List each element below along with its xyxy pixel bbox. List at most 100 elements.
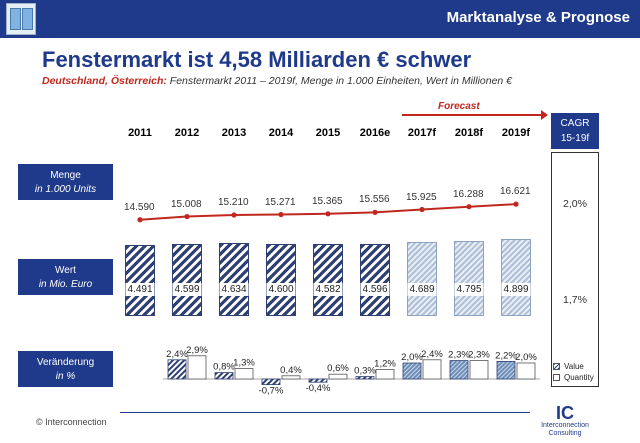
change-value-bar	[355, 376, 375, 380]
change-data-label: 2,0%	[515, 352, 537, 363]
change-data-label: 0,8%	[213, 362, 235, 373]
subtitle-region: Deutschland, Österreich:	[42, 75, 167, 87]
wert-data-label: 4.795	[454, 282, 484, 296]
row-label-change: Veränderung in %	[18, 351, 113, 387]
change-data-label: 2,4%	[421, 349, 443, 360]
cagr-header-line2: 15-19f	[560, 133, 590, 144]
wert-bar: 4.596	[360, 243, 390, 316]
change-data-label: 2,4%	[166, 349, 188, 360]
subtitle-text: Fenstermarkt 2011 – 2019f, Menge in 1.00…	[166, 75, 513, 87]
legend-value: Value	[553, 361, 594, 372]
forecast-arrow	[402, 110, 548, 120]
year-label: 2018f	[454, 127, 484, 139]
legend: Value Quantity	[553, 361, 594, 383]
legend-value-swatch	[553, 363, 560, 370]
menge-point	[513, 201, 519, 207]
change-data-label: -0,7%	[259, 386, 284, 397]
menge-point	[325, 211, 331, 217]
wert-data-label: 4.599	[172, 282, 202, 296]
menge-data-label: 14.590	[124, 201, 155, 213]
year-label: 2015	[315, 127, 341, 139]
wert-bar: 4.491	[125, 245, 155, 316]
change-quantity-bar	[234, 368, 254, 380]
change-value-bar	[308, 378, 328, 383]
year-label: 2016e	[359, 127, 391, 139]
menge-point	[231, 212, 237, 218]
menge-data-label: 15.365	[312, 195, 343, 207]
change-value-bar	[167, 359, 187, 380]
row-label-wert-title: Wert	[55, 265, 76, 276]
year-label: 2012	[174, 127, 200, 139]
menge-point	[466, 204, 472, 210]
change-data-label: 2,3%	[468, 350, 490, 361]
ic-logo-mark: IC	[556, 403, 574, 423]
wert-bar: 4.599	[172, 243, 202, 316]
wert-data-label: 4.596	[360, 282, 390, 296]
change-quantity-bar	[516, 362, 536, 380]
cagr-header: CAGR 15-19f	[551, 113, 599, 149]
page-subtitle: Deutschland, Österreich: Fenstermarkt 20…	[42, 75, 512, 87]
change-quantity-bar	[328, 373, 348, 380]
row-label-wert: Wert in Mio. Euro	[18, 259, 113, 295]
ic-logo-line1: Interconnection	[541, 422, 589, 429]
menge-data-label: 15.925	[406, 191, 437, 203]
change-quantity-bar	[187, 355, 207, 380]
change-data-label: 0,3%	[354, 366, 376, 377]
change-data-label: 1,3%	[233, 358, 255, 369]
change-quantity-bar	[375, 368, 395, 380]
ic-logo-line2: Consulting	[548, 430, 582, 437]
header-bar: Marktanalyse & Prognose	[0, 0, 640, 38]
menge-point	[184, 213, 190, 220]
change-value-bar	[496, 360, 516, 380]
menge-data-label: 15.008	[171, 198, 202, 210]
page-title: Fenstermarkt ist 4,58 Milliarden € schwe…	[42, 47, 472, 72]
change-data-label: 2,3%	[448, 350, 470, 361]
menge-point	[372, 209, 378, 215]
cagr-menge: 2,0%	[563, 198, 587, 210]
menge-data-label: 15.556	[359, 194, 390, 206]
wert-bar: 4.899	[501, 238, 531, 316]
row-label-change-title: Veränderung	[36, 357, 95, 368]
wert-data-label: 4.899	[501, 282, 531, 296]
legend-value-label: Value	[564, 362, 584, 371]
footer-divider	[120, 412, 530, 413]
menge-data-label: 15.271	[265, 196, 296, 208]
change-quantity-bar	[281, 375, 301, 380]
forecast-label: Forecast	[438, 101, 480, 112]
window-logo-icon	[6, 3, 36, 35]
change-data-label: -0,4%	[306, 383, 331, 394]
change-data-label: 0,6%	[327, 363, 349, 374]
menge-point	[419, 206, 425, 213]
cagr-column	[551, 152, 599, 387]
menge-data-label: 16.621	[500, 186, 531, 198]
menge-point	[278, 211, 284, 218]
legend-quantity: Quantity	[553, 372, 594, 383]
menge-data-label: 15.210	[218, 197, 249, 208]
change-data-label: 2,9%	[186, 345, 208, 356]
change-quantity-bar	[469, 360, 489, 380]
row-label-change-unit: in %	[55, 371, 76, 382]
wert-data-label: 4.491	[125, 282, 155, 296]
year-label: 2017f	[407, 127, 437, 139]
change-quantity-bar	[422, 359, 442, 380]
year-label: 2013	[221, 127, 247, 139]
change-value-bar	[261, 378, 281, 385]
wert-bar: 4.600	[266, 243, 296, 316]
wert-data-label: 4.600	[266, 282, 296, 296]
row-label-menge: Menge in 1.000 Units	[18, 164, 113, 200]
change-data-label: 1,2%	[374, 358, 396, 369]
year-label: 2011	[128, 127, 152, 139]
legend-quantity-label: Quantity	[564, 373, 594, 382]
menge-point	[137, 217, 143, 223]
wert-data-label: 4.582	[313, 282, 343, 296]
wert-bar: 4.582	[313, 243, 343, 316]
change-value-bar	[449, 360, 469, 380]
ic-logo: IC Interconnection Consulting	[530, 404, 600, 438]
legend-quantity-swatch	[553, 374, 560, 381]
row-label-menge-unit: in 1.000 Units	[34, 184, 97, 195]
change-data-label: 2,2%	[495, 350, 517, 361]
row-label-wert-unit: in Mio. Euro	[38, 279, 93, 290]
copyright: © Interconnection	[36, 417, 107, 427]
change-data-label: 2,0%	[401, 352, 423, 363]
